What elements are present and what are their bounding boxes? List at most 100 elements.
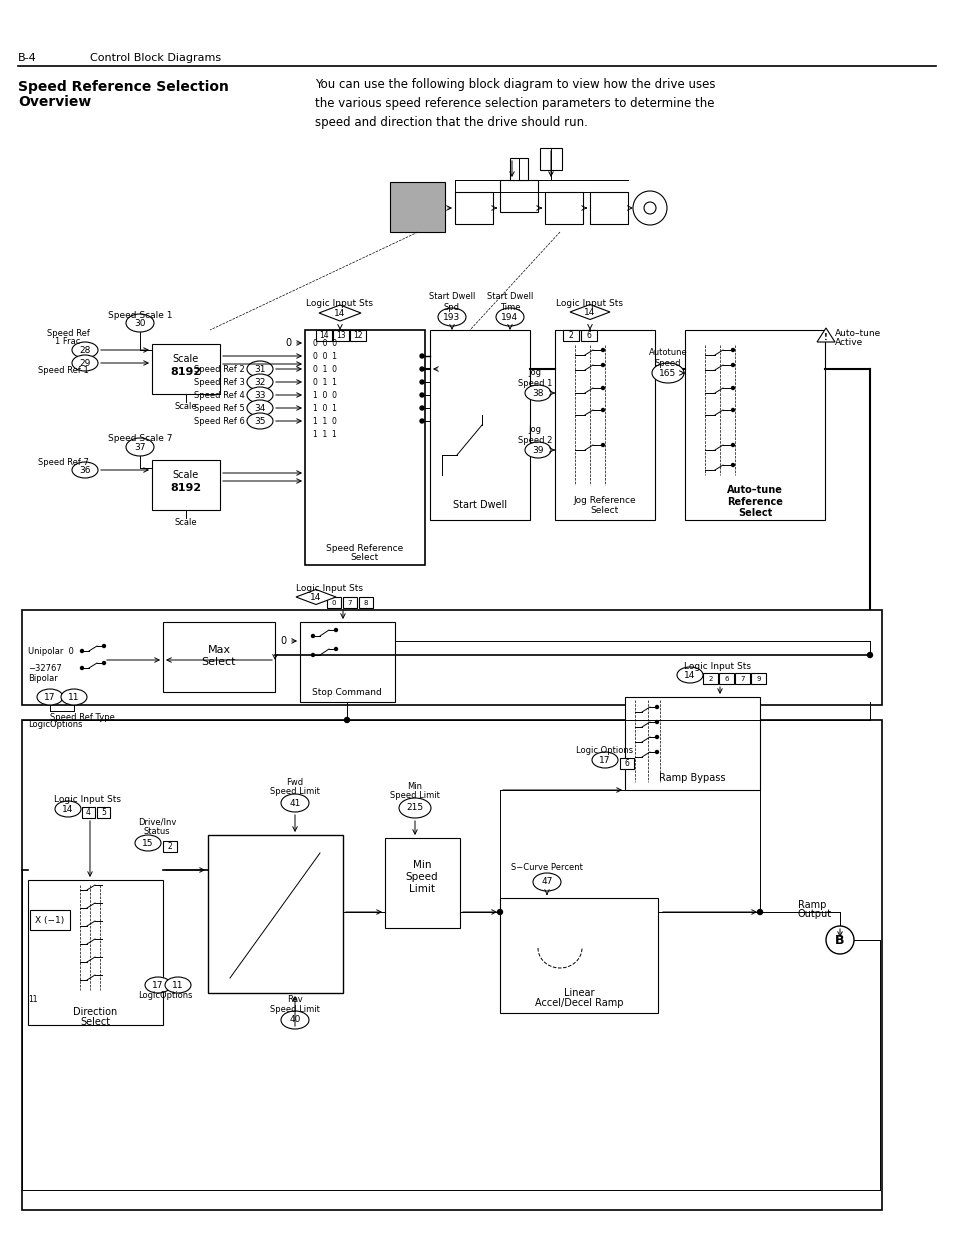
Circle shape xyxy=(497,909,502,914)
Text: Unipolar  0: Unipolar 0 xyxy=(28,646,73,656)
Text: Logic Input Sts: Logic Input Sts xyxy=(556,299,623,308)
Circle shape xyxy=(419,419,423,424)
Text: 11: 11 xyxy=(172,981,184,989)
Text: 14: 14 xyxy=(319,331,329,340)
Text: Max: Max xyxy=(207,645,231,655)
Text: Jog Reference: Jog Reference xyxy=(573,495,636,505)
Text: Speed Ref 4: Speed Ref 4 xyxy=(194,390,245,399)
Bar xyxy=(163,622,274,692)
Text: Start Dwell
Time: Start Dwell Time xyxy=(486,293,533,311)
Text: Logic Options: Logic Options xyxy=(576,746,633,755)
Bar xyxy=(539,148,561,170)
Bar xyxy=(684,330,824,520)
Text: 14: 14 xyxy=(62,804,73,814)
Text: 8: 8 xyxy=(363,599,368,605)
Ellipse shape xyxy=(71,462,98,478)
Text: 194: 194 xyxy=(501,312,518,321)
Text: Speed Ref 1: Speed Ref 1 xyxy=(37,366,89,374)
Bar xyxy=(589,191,627,224)
Text: Jog
Speed 2: Jog Speed 2 xyxy=(517,425,552,445)
Ellipse shape xyxy=(55,802,81,818)
Text: 35: 35 xyxy=(254,416,266,426)
Bar xyxy=(22,610,882,705)
Circle shape xyxy=(601,443,604,447)
Ellipse shape xyxy=(61,689,87,705)
Bar xyxy=(152,345,220,394)
Ellipse shape xyxy=(496,308,523,326)
Circle shape xyxy=(335,629,337,631)
Text: 33: 33 xyxy=(254,390,266,399)
Text: 1  0  0: 1 0 0 xyxy=(313,390,336,399)
Circle shape xyxy=(419,393,423,396)
Text: 41: 41 xyxy=(289,799,300,808)
Circle shape xyxy=(312,653,314,657)
Bar xyxy=(299,622,395,701)
Text: 30: 30 xyxy=(134,319,146,327)
Text: B-4: B-4 xyxy=(18,53,37,63)
Text: 28: 28 xyxy=(79,346,91,354)
Text: 13: 13 xyxy=(335,331,345,340)
Text: Scale: Scale xyxy=(174,517,197,526)
Text: Logic Input Sts: Logic Input Sts xyxy=(54,795,121,804)
Text: Logic Input Sts: Logic Input Sts xyxy=(296,583,363,593)
Text: 32: 32 xyxy=(254,378,265,387)
Text: 47: 47 xyxy=(540,878,552,887)
Ellipse shape xyxy=(126,438,153,456)
Ellipse shape xyxy=(145,977,171,993)
Text: Speed Limit: Speed Limit xyxy=(270,787,319,795)
Text: You can use the following block diagram to view how the drive uses
the various s: You can use the following block diagram … xyxy=(314,78,715,128)
Bar xyxy=(390,182,444,232)
Text: 8192: 8192 xyxy=(171,367,201,377)
Text: 11: 11 xyxy=(69,693,80,701)
Bar xyxy=(305,330,424,564)
Ellipse shape xyxy=(524,385,551,401)
Circle shape xyxy=(643,203,656,214)
Text: Speed: Speed xyxy=(405,872,437,882)
Text: 17: 17 xyxy=(152,981,164,989)
Text: 1  1  0: 1 1 0 xyxy=(313,416,336,426)
Text: Scale: Scale xyxy=(174,401,197,410)
Bar xyxy=(499,180,537,212)
Text: Rev: Rev xyxy=(287,995,302,1004)
Text: LogicOptions: LogicOptions xyxy=(28,720,82,729)
Ellipse shape xyxy=(533,873,560,890)
Circle shape xyxy=(731,463,734,467)
Text: 0: 0 xyxy=(332,599,335,605)
Bar xyxy=(750,673,765,684)
Bar xyxy=(455,191,493,224)
Text: 7: 7 xyxy=(740,676,744,682)
Text: 14: 14 xyxy=(310,593,321,601)
Bar xyxy=(430,330,530,520)
Circle shape xyxy=(731,363,734,367)
Text: Start Dwell
Spd: Start Dwell Spd xyxy=(428,293,475,311)
Text: 6: 6 xyxy=(586,331,591,340)
Text: 0: 0 xyxy=(286,338,292,348)
Circle shape xyxy=(655,751,658,753)
Circle shape xyxy=(866,652,872,657)
Ellipse shape xyxy=(247,374,273,390)
Circle shape xyxy=(731,443,734,447)
Text: 215: 215 xyxy=(406,804,423,813)
Circle shape xyxy=(731,387,734,389)
Polygon shape xyxy=(295,589,335,604)
Ellipse shape xyxy=(437,308,465,326)
Text: 12: 12 xyxy=(353,331,362,340)
Circle shape xyxy=(731,409,734,411)
Text: Speed Limit: Speed Limit xyxy=(270,1004,319,1014)
Text: 0: 0 xyxy=(280,636,287,646)
Bar xyxy=(22,720,882,1210)
Text: 0  0  0: 0 0 0 xyxy=(313,338,336,347)
Text: 0  1  1: 0 1 1 xyxy=(313,378,336,387)
Ellipse shape xyxy=(37,689,63,705)
Text: 17: 17 xyxy=(44,693,55,701)
Ellipse shape xyxy=(247,400,273,416)
Bar xyxy=(30,910,70,930)
Text: 11: 11 xyxy=(28,995,37,1004)
Text: Ramp Bypass: Ramp Bypass xyxy=(659,773,724,783)
Text: 2: 2 xyxy=(168,842,172,851)
Circle shape xyxy=(731,348,734,352)
Text: Speed Scale 7: Speed Scale 7 xyxy=(108,433,172,442)
Text: Speed Limit: Speed Limit xyxy=(390,790,439,799)
Text: Select: Select xyxy=(80,1016,110,1028)
Circle shape xyxy=(419,367,423,370)
